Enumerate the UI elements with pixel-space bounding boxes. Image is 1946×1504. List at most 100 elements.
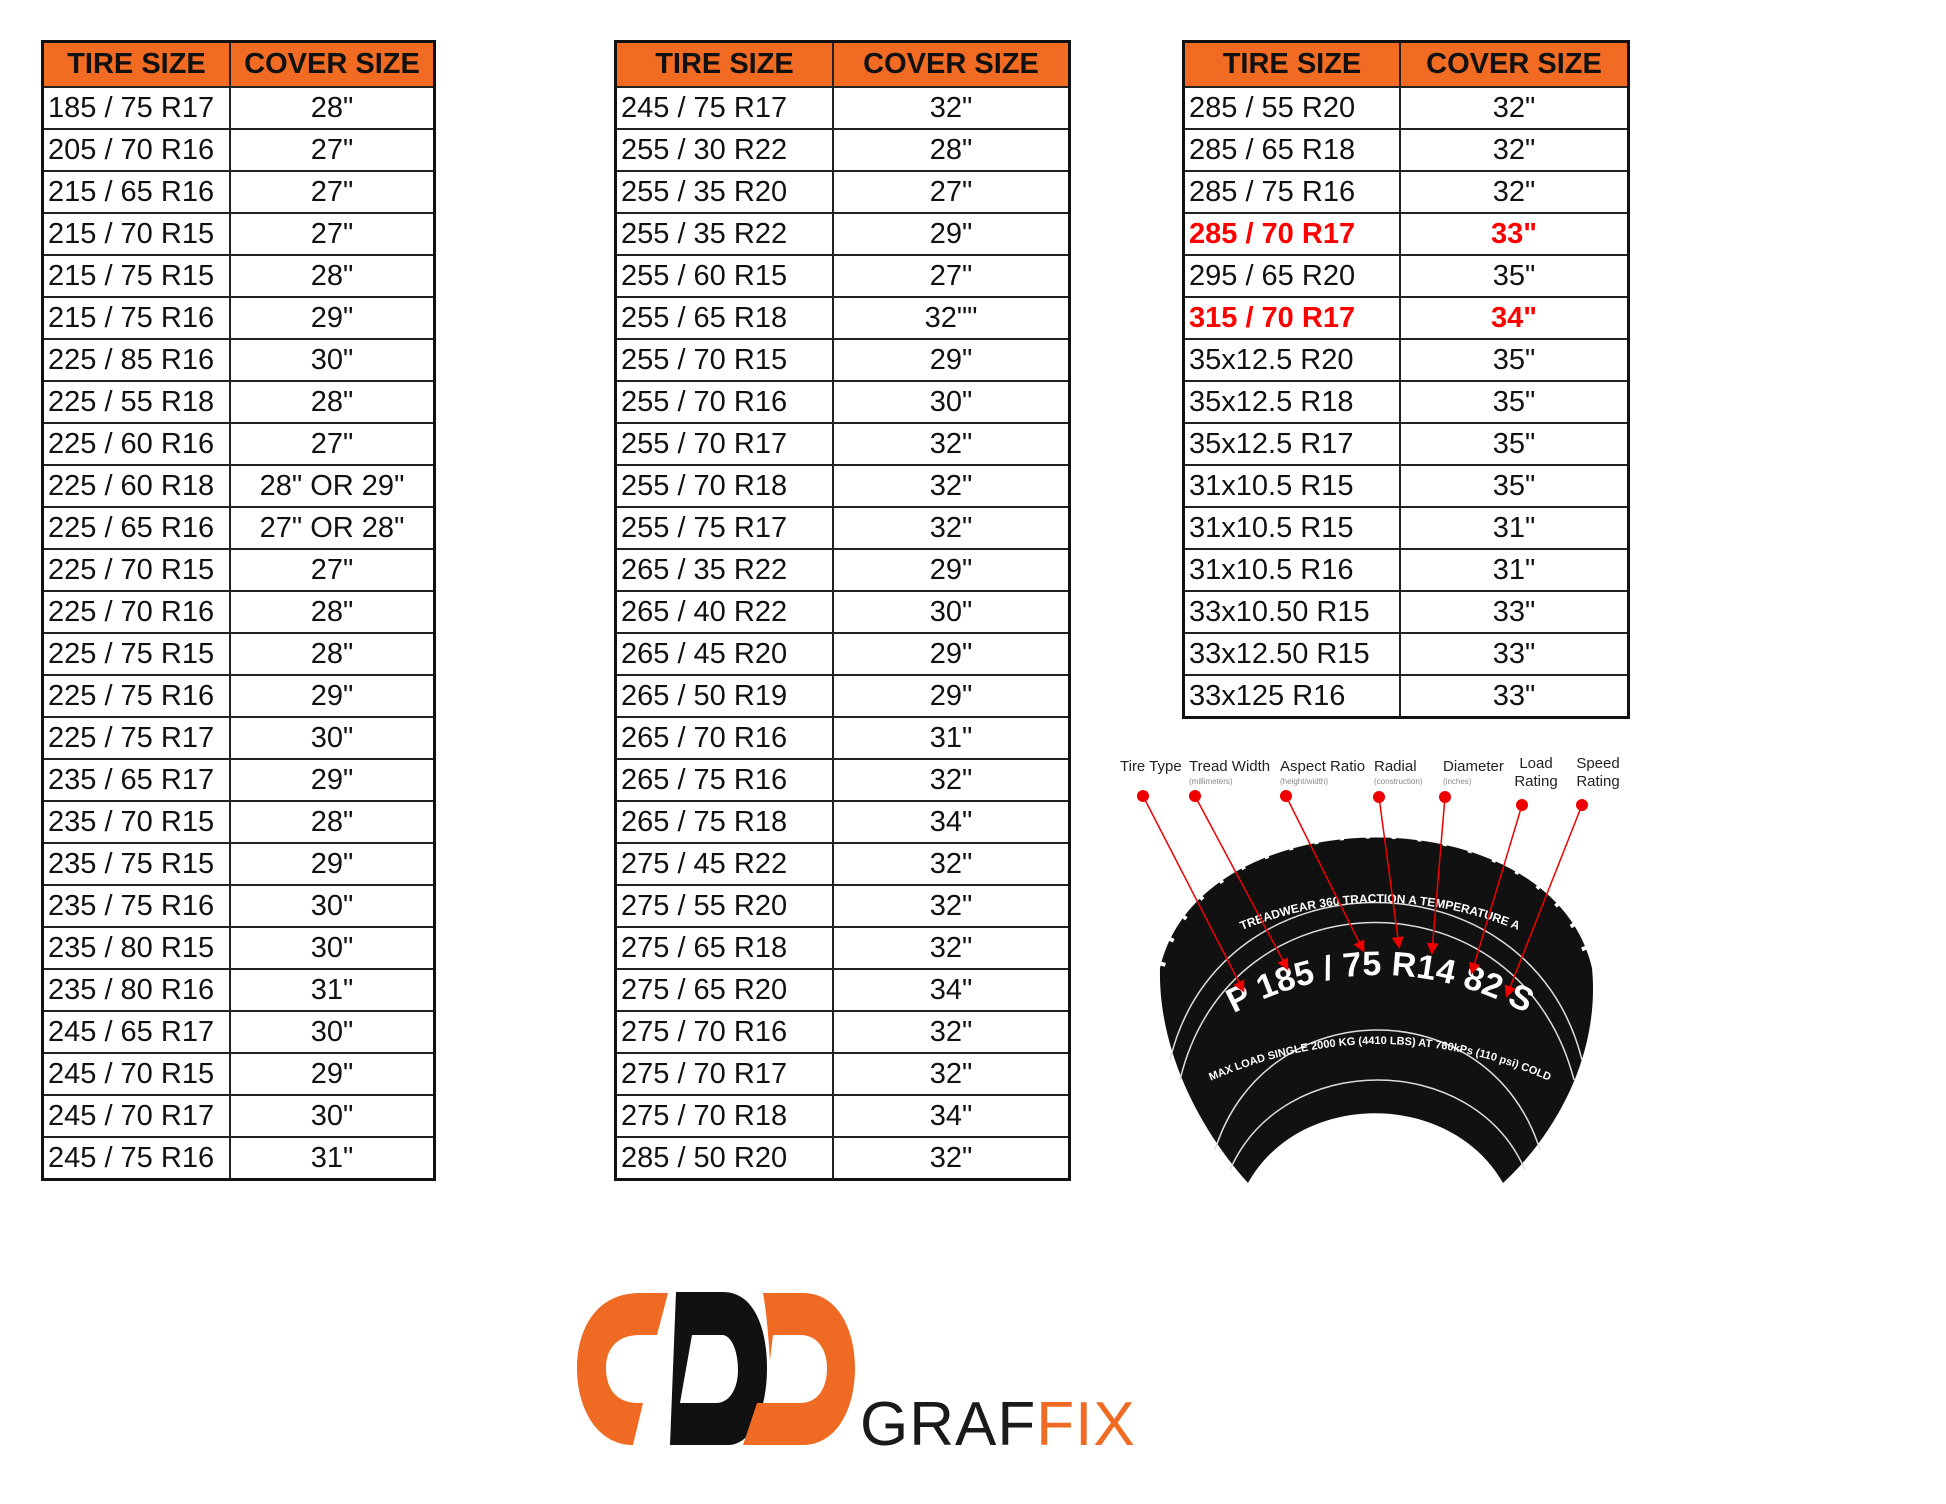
tire-size-cell: 225 / 70 R16	[44, 592, 231, 632]
tire-size-cell: 185 / 75 R17	[44, 88, 231, 128]
cover-size-cell: 27" OR 28"	[259, 511, 405, 544]
table-row: 255 / 35 R22 29"	[617, 212, 1068, 254]
table-row: 265 / 75 R18 34"	[617, 800, 1068, 842]
table-row: 205 / 70 R16 27"	[44, 128, 433, 170]
upper-sidewall-text: TREADWEAR 360 TRACTION A TEMPERATURE A	[1238, 891, 1523, 932]
cover-size-cell: 34"	[1490, 301, 1537, 334]
cover-size-cell: 32""	[924, 301, 978, 334]
cover-size-cell: 32"	[1492, 91, 1536, 124]
cover-size-cell: 27"	[310, 427, 354, 460]
cover-size-cell: 29"	[929, 553, 973, 586]
cover-size-cell: 29"	[310, 847, 354, 880]
cover-size-cell: 31"	[310, 973, 354, 1006]
table-row: 225 / 75 R16 29"	[44, 674, 433, 716]
tire-size-cell: 275 / 70 R17	[617, 1054, 834, 1094]
tire-size-cell: 33x10.50 R15	[1185, 592, 1401, 632]
cover-size-cell: 32"	[929, 1141, 973, 1174]
cover-size-cell: 30"	[310, 931, 354, 964]
label-title: Radial	[1374, 758, 1417, 775]
table-row: 285 / 50 R20 32"	[617, 1136, 1068, 1178]
cover-size-cell: 29"	[310, 679, 354, 712]
tire-size-cell: 33x12.50 R15	[1185, 634, 1401, 674]
cover-size-cell: 28"	[310, 637, 354, 670]
tire-size-cell: 215 / 75 R16	[44, 298, 231, 338]
table-row: 31x10.5 R15 35"	[1185, 464, 1627, 506]
sidewall-line	[1169, 901, 1583, 1061]
table-row: 265 / 35 R22 29"	[617, 548, 1068, 590]
tire-size-cell: 225 / 60 R16	[44, 424, 231, 464]
table-row: 235 / 75 R15 29"	[44, 842, 433, 884]
table-header: TIRE SIZE COVER SIZE	[617, 43, 1068, 86]
tire-size-cell: 225 / 75 R15	[44, 634, 231, 674]
table-row: 295 / 65 R20 35"	[1185, 254, 1627, 296]
table-row: 185 / 75 R17 28"	[44, 86, 433, 128]
tire-sidewall	[1159, 837, 1594, 1183]
tire-size-cell: 265 / 50 R19	[617, 676, 834, 716]
cover-size-cell: 33"	[1492, 679, 1536, 712]
table-row: 215 / 75 R15 28"	[44, 254, 433, 296]
cover-size-cell: 34"	[929, 973, 973, 1006]
label-title: Diameter	[1443, 758, 1504, 775]
tire-size-cell: 275 / 55 R20	[617, 886, 834, 926]
tire-size-cell: 295 / 65 R20	[1185, 256, 1401, 296]
tire-size-cell: 255 / 65 R18	[617, 298, 834, 338]
sidewall-line	[1214, 1029, 1541, 1151]
tire-size-cell: 265 / 40 R22	[617, 592, 834, 632]
table-row: 265 / 45 R20 29"	[617, 632, 1068, 674]
pointer-dot	[1516, 799, 1528, 811]
cover-size-cell: 35"	[1492, 343, 1536, 376]
tire-size-cell: 245 / 75 R16	[44, 1138, 231, 1178]
label-subtitle: (construction)	[1374, 777, 1423, 786]
pointer-dot	[1280, 790, 1292, 802]
cover-size-cell: 28"	[310, 385, 354, 418]
logo-d-orange	[743, 1293, 855, 1445]
table-row: 225 / 75 R17 30"	[44, 716, 433, 758]
tire-size-cell: 255 / 75 R17	[617, 508, 834, 548]
tire-size-cell: 265 / 75 R16	[617, 760, 834, 800]
header-tire-size: TIRE SIZE	[44, 43, 231, 86]
cover-size-cell: 28"	[310, 91, 354, 124]
tire-size-cell: 235 / 80 R15	[44, 928, 231, 968]
table-row: 265 / 70 R16 31"	[617, 716, 1068, 758]
table-row: 31x10.5 R16 31"	[1185, 548, 1627, 590]
tire-size-cell: 315 / 70 R17	[1185, 298, 1401, 338]
pointer-dot	[1576, 799, 1588, 811]
table-row: 235 / 80 R16 31"	[44, 968, 433, 1010]
cover-size-cell: 29"	[310, 301, 354, 334]
tire-size-cell: 33x125 R16	[1185, 676, 1401, 716]
cover-size-cell: 31"	[1492, 511, 1536, 544]
logo-wordmark: GRAFFIX	[860, 1390, 1136, 1459]
table-row: 225 / 75 R15 28"	[44, 632, 433, 674]
tire-size-cell: 265 / 45 R20	[617, 634, 834, 674]
cover-size-cell: 27"	[310, 175, 354, 208]
tire-size-cell: 225 / 85 R16	[44, 340, 231, 380]
tire-size-cell: 35x12.5 R17	[1185, 424, 1401, 464]
cover-size-cell: 32"	[929, 763, 973, 796]
table-row: 225 / 85 R16 30"	[44, 338, 433, 380]
table-row: 235 / 80 R15 30"	[44, 926, 433, 968]
table-row: 255 / 70 R15 29"	[617, 338, 1068, 380]
cover-size-cell: 29"	[929, 217, 973, 250]
lower-sidewall-text: MAX LOAD SINGLE 2000 KG (4410 LBS) AT 76…	[1207, 1035, 1553, 1084]
cover-size-cell: 27"	[310, 553, 354, 586]
table-row: 215 / 65 R16 27"	[44, 170, 433, 212]
tire-size-cell: 275 / 65 R20	[617, 970, 834, 1010]
table-row: 225 / 55 R18 28"	[44, 380, 433, 422]
tire-code-text: P 185 / 75 R14 82 S	[1220, 945, 1539, 1021]
tire-size-cell: 255 / 70 R18	[617, 466, 834, 506]
header-cover-size: COVER SIZE	[863, 48, 1039, 80]
table-row: 245 / 70 R15 29"	[44, 1052, 433, 1094]
cover-size-cell: 32"	[929, 847, 973, 880]
table-row: 255 / 70 R18 32"	[617, 464, 1068, 506]
table-header: TIRE SIZE COVER SIZE	[1185, 43, 1627, 86]
pointer-arrow	[1504, 804, 1583, 998]
cover-size-cell: 29"	[310, 763, 354, 796]
tire-size-cell: 35x12.5 R20	[1185, 340, 1401, 380]
cover-size-cell: 32"	[929, 931, 973, 964]
table-row: 265 / 75 R16 32"	[617, 758, 1068, 800]
tire-size-cell: 245 / 65 R17	[44, 1012, 231, 1052]
table-row: 285 / 75 R16 32"	[1185, 170, 1627, 212]
cover-size-cell: 35"	[1492, 469, 1536, 502]
tire-size-cell: 245 / 70 R17	[44, 1096, 231, 1136]
cover-size-cell: 32"	[929, 511, 973, 544]
